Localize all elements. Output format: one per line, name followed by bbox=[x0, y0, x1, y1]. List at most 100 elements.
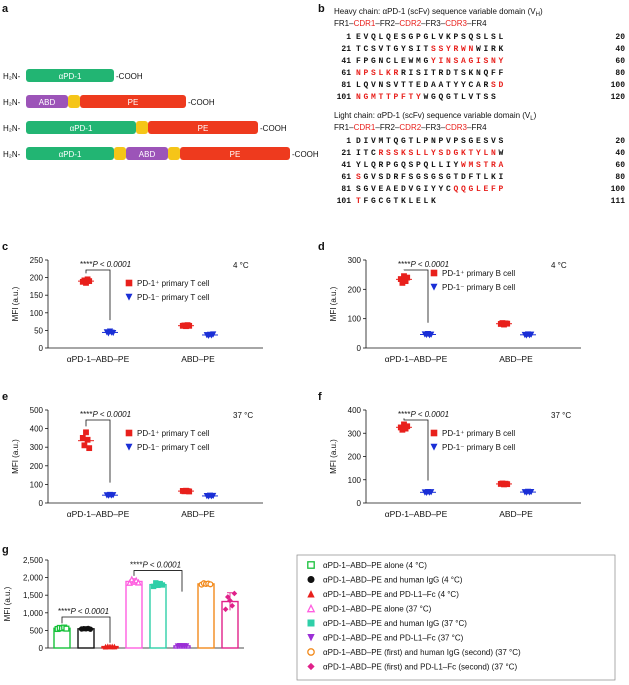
row-end: 40 bbox=[615, 149, 625, 158]
row-end: 60 bbox=[615, 57, 625, 66]
y-axis-label: MFI (a.u.) bbox=[11, 439, 20, 474]
legend: αPD-1–ABD–PE alone (4 °C) αPD-1–ABD–PE an… bbox=[296, 554, 616, 681]
legend-entry: PD-1⁺ primary B cell bbox=[430, 269, 515, 278]
segment-linker bbox=[114, 147, 126, 160]
bar-group bbox=[53, 624, 71, 649]
construct-2: H₂N- ABD PE -COOH bbox=[3, 95, 215, 108]
row-end: 100 bbox=[611, 81, 626, 90]
y-tick-label: 50 bbox=[34, 326, 43, 335]
series bbox=[420, 331, 536, 339]
construct-4: H₂N-αPD-1 ABD PE -COOH bbox=[3, 147, 319, 160]
data-point bbox=[430, 443, 438, 451]
y-tick-label: 200 bbox=[348, 285, 362, 294]
data-point bbox=[404, 274, 411, 281]
bar bbox=[197, 583, 215, 649]
segment-label: ABD bbox=[39, 98, 56, 107]
data-point bbox=[126, 579, 134, 586]
y-tick-label: 0 bbox=[39, 499, 44, 508]
data-point bbox=[186, 322, 193, 329]
n-terminus: H₂N- bbox=[3, 98, 21, 107]
legend-entry: αPD-1–ABD–PE alone (4 °C) bbox=[307, 561, 427, 570]
legend-label: PD-1⁺ primary B cell bbox=[442, 269, 515, 278]
segment-linker bbox=[136, 121, 148, 134]
legend-label: αPD-1–ABD–PE alone (37 °C) bbox=[323, 605, 432, 614]
y-tick-label: 100 bbox=[348, 315, 362, 324]
row-start: 41 bbox=[341, 161, 351, 170]
construct-1: H₂N-αPD-1 -COOH bbox=[3, 69, 143, 82]
legend-label: αPD-1–ABD–PE and human IgG (37 °C) bbox=[323, 619, 467, 628]
row-end: 80 bbox=[615, 173, 625, 182]
data-point bbox=[227, 597, 233, 604]
segment-pe bbox=[148, 121, 258, 134]
data-point bbox=[307, 648, 315, 656]
panel-d-chart: 0 100 200 300 MFI (a.u.) αPD-1–ABD–PE ABD–PE **… bbox=[329, 256, 581, 364]
legend-entry: PD-1⁻ primary B cell bbox=[430, 443, 515, 452]
data-point bbox=[210, 331, 217, 338]
data-point bbox=[307, 575, 315, 583]
bar-group bbox=[173, 643, 191, 650]
row-start: 1 bbox=[346, 33, 351, 42]
legend-label: PD-1⁺ primary B cell bbox=[442, 429, 515, 438]
data-point bbox=[86, 278, 93, 285]
bar bbox=[125, 580, 143, 649]
y-tick-label: 0 bbox=[357, 344, 362, 353]
sequence-row: YLQRPGQSPQLLIYWMSTRA bbox=[356, 161, 506, 170]
series bbox=[102, 491, 218, 500]
chain-title: Light chain: αPD-1 (scFv) sequence varia… bbox=[334, 111, 537, 122]
panel-a: H₂N-αPD-1 -COOH H₂N- ABD PE -COOH H₂N-αPD-1 PE -… bbox=[3, 69, 319, 160]
data-point bbox=[307, 561, 315, 569]
y-tick-label: 100 bbox=[30, 309, 44, 318]
temperature-label: 4 °C bbox=[233, 261, 249, 270]
y-tick-label: 100 bbox=[30, 480, 44, 489]
x-tick-label: ABD–PE bbox=[499, 354, 533, 364]
c-terminus: -COOH bbox=[292, 150, 319, 159]
data-point bbox=[183, 643, 190, 650]
temperature-label: 4 °C bbox=[551, 261, 567, 270]
data-point bbox=[81, 442, 88, 449]
legend-label: αPD-1–ABD–PE and human IgG (4 °C) bbox=[323, 576, 463, 585]
row-end: 40 bbox=[615, 45, 625, 54]
data-point bbox=[207, 581, 214, 588]
y-tick-label: 150 bbox=[30, 291, 44, 300]
legend-entry: PD-1⁺ primary T cell bbox=[125, 279, 210, 288]
data-point bbox=[125, 293, 133, 301]
legend-entry: αPD-1–ABD–PE (first) and PD-L1–Fc (secon… bbox=[307, 663, 517, 672]
data-point bbox=[125, 279, 133, 287]
row-end: 20 bbox=[615, 137, 625, 146]
bar-group bbox=[149, 580, 167, 649]
c-terminus: -COOH bbox=[260, 124, 287, 133]
sequence-row: NGMTTPFTYWGQGTLVTSS bbox=[356, 93, 499, 102]
row-start: 61 bbox=[341, 173, 351, 182]
panel-e-chart: 0 100 200 300 400 500 MFI (a.u.) αPD-1–ABD–PE AB… bbox=[11, 406, 263, 519]
y-tick-label: 300 bbox=[348, 256, 362, 265]
data-point bbox=[125, 443, 133, 451]
segment-label: PE bbox=[128, 98, 139, 107]
y-axis-label: MFI (a.u.) bbox=[329, 286, 338, 321]
y-tick-label: 0 bbox=[39, 644, 44, 653]
segment-label: αPD-1 bbox=[59, 150, 82, 159]
temperature-label: 37 °C bbox=[233, 411, 253, 420]
data-point bbox=[87, 626, 94, 632]
sequence-row: EVQLQESGPGLVKPSQSLSL bbox=[356, 33, 506, 42]
sequence-row: ITCRSSKSLLYSDGKTYLNW bbox=[356, 149, 506, 158]
data-point bbox=[111, 643, 118, 650]
panel-g-chart: 0 500 1,000 1,500 2,000 2,500 MFI (a.u.) ****P … bbox=[3, 554, 616, 681]
y-tick-label: 300 bbox=[348, 429, 362, 438]
segment-pe bbox=[180, 147, 290, 160]
legend-label: αPD-1–ABD–PE and PD-L1–Fc (4 °C) bbox=[323, 590, 459, 599]
y-tick-label: 200 bbox=[348, 453, 362, 462]
sequence-row: DIVMTQGTLPNPVPSGESVS bbox=[356, 137, 506, 146]
legend-entry: PD-1⁻ primary T cell bbox=[125, 293, 210, 302]
legend-label: PD-1⁻ primary T cell bbox=[137, 443, 210, 452]
sequence-row: NPSLKRRISITRDTSKNQFF bbox=[356, 69, 506, 78]
x-tick-label: αPD-1–ABD–PE bbox=[67, 509, 130, 519]
data-point bbox=[306, 603, 316, 613]
significance-label: ****P < 0.0001 bbox=[130, 561, 181, 570]
segment-abd bbox=[126, 147, 168, 160]
data-point bbox=[83, 429, 89, 436]
significance-bracket bbox=[85, 419, 111, 483]
significance-label: ****P < 0.0001 bbox=[398, 410, 449, 419]
legend-entry: αPD-1–ABD–PE and PD-L1–Fc (37 °C) bbox=[307, 634, 464, 643]
